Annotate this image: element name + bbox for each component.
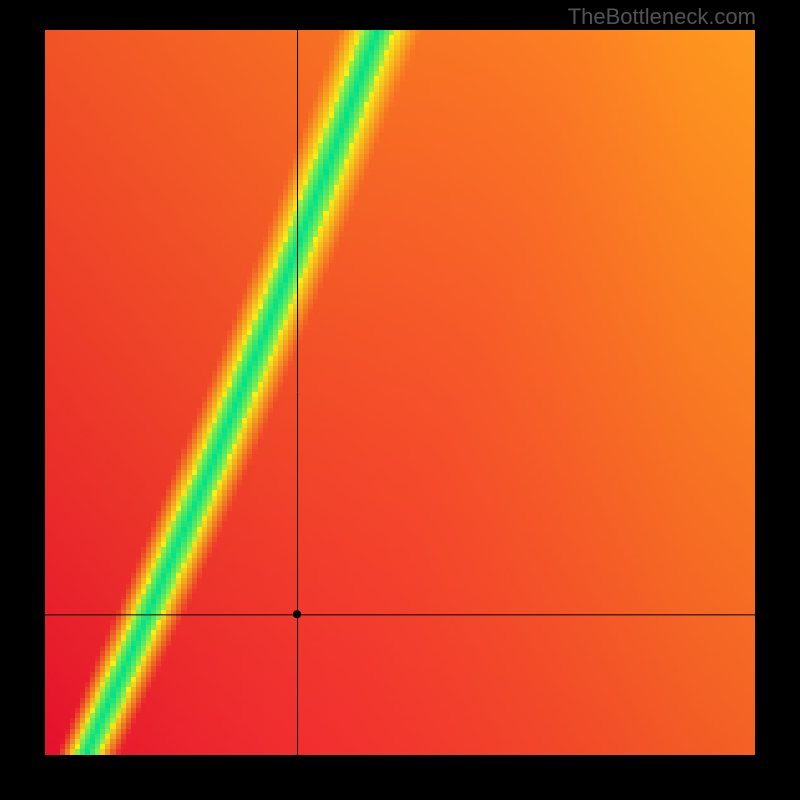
watermark-text: TheBottleneck.com xyxy=(568,4,756,30)
bottleneck-heatmap xyxy=(45,30,755,755)
chart-container: TheBottleneck.com xyxy=(0,0,800,800)
